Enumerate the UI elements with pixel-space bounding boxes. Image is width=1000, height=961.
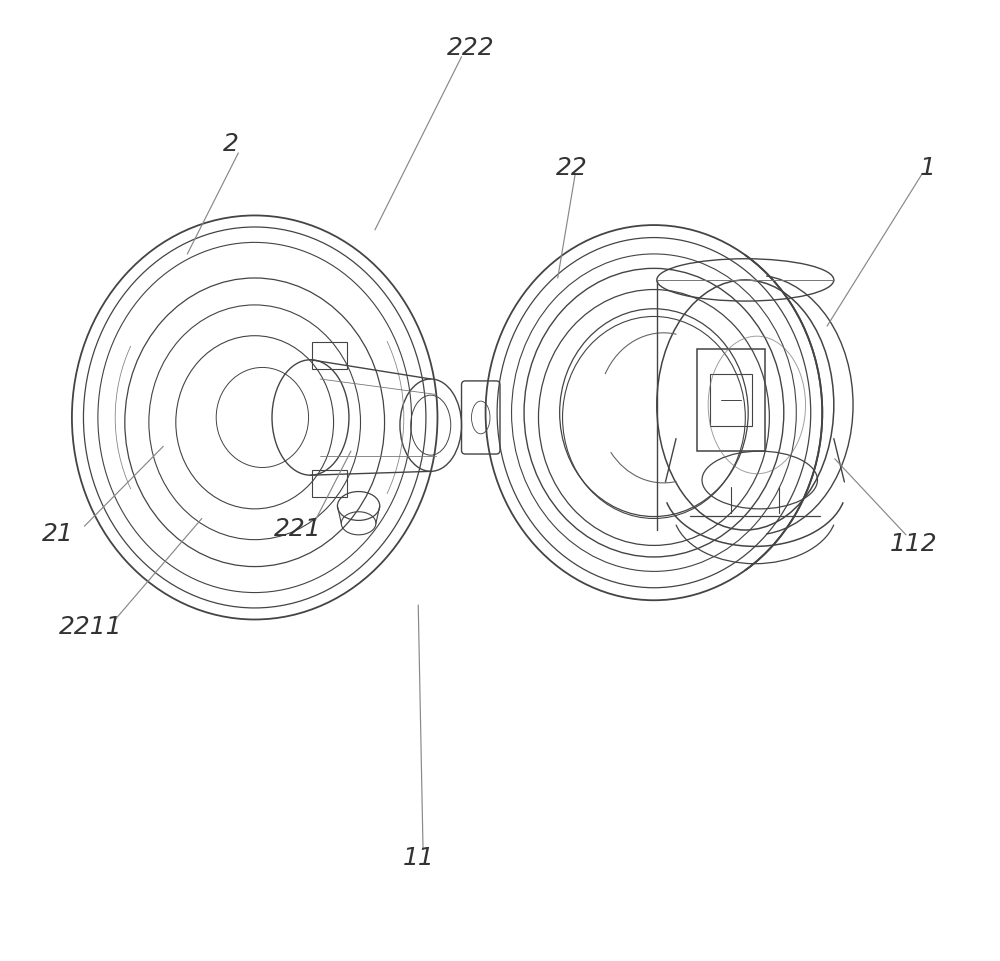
- Text: 2: 2: [223, 133, 239, 156]
- Text: 222: 222: [447, 37, 495, 60]
- Text: 1: 1: [920, 157, 936, 180]
- Text: 221: 221: [274, 517, 322, 540]
- Bar: [312, 471, 347, 498]
- Text: 22: 22: [556, 157, 588, 180]
- Text: 11: 11: [402, 846, 434, 869]
- Text: 112: 112: [890, 531, 937, 554]
- Text: 2211: 2211: [59, 615, 123, 638]
- Bar: [312, 343, 347, 370]
- Text: 21: 21: [42, 522, 73, 545]
